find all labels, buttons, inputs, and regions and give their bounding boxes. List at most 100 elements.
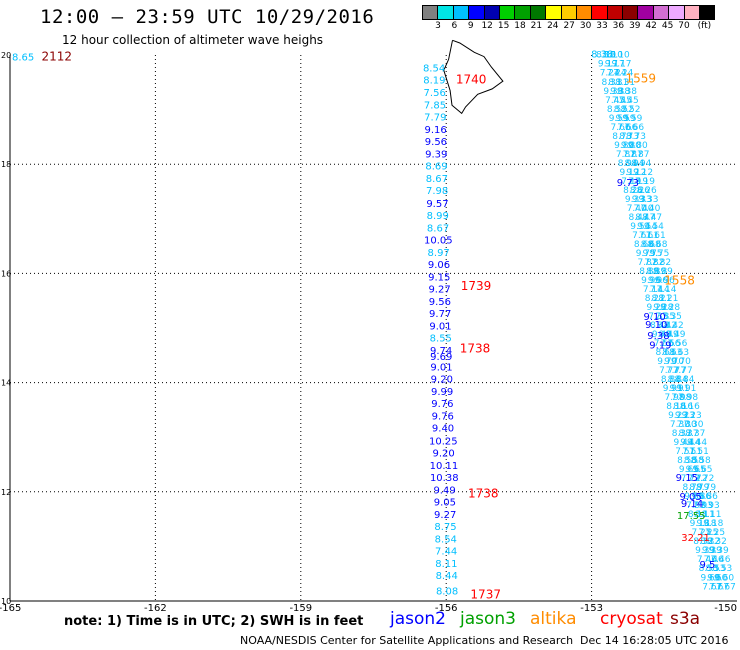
swh-track-digit: 9.23 xyxy=(668,411,688,421)
swh-track-digit: 9.59 xyxy=(622,114,642,124)
track-time-label: 1738 xyxy=(468,486,499,500)
swh-track-digit: 7.87 xyxy=(623,150,643,160)
swh-track-digit: 7.98 xyxy=(678,393,698,403)
swh-track-digit: 8.68 xyxy=(634,240,654,250)
swh-track-digit: 8.52 xyxy=(607,105,627,115)
swh-value-label: 17.55 xyxy=(677,511,706,522)
swh-track-digit: 9.75 xyxy=(649,249,669,259)
color-swatch xyxy=(699,5,716,20)
legend-jason3: jason3 xyxy=(460,609,516,629)
swh-value-label: 8.44 xyxy=(436,571,458,582)
swh-track-digit: 8.58 xyxy=(677,456,697,466)
y-tick-label: 12 xyxy=(1,488,11,497)
color-scale-label: 33 xyxy=(596,21,608,31)
swh-value-label: 7.44 xyxy=(435,547,457,558)
swh-track-digit: 7.77 xyxy=(666,366,686,376)
swh-value-label: 9.15 xyxy=(428,272,450,283)
swh-track-digit: 7.51 xyxy=(682,447,702,457)
swh-track-digit: 7.40 xyxy=(640,204,660,214)
swh-track-digit: 9.59 xyxy=(615,114,635,124)
swh-value-label: 8.54 xyxy=(435,535,457,546)
swh-track-digit: 7.56 xyxy=(667,339,687,349)
credit-organization: NOAA/NESDIS Center for Satellite Applica… xyxy=(240,634,574,647)
swh-track-digit: 7.19 xyxy=(628,177,648,187)
swh-track-digit: 9.96 xyxy=(655,276,675,286)
swh-value-label: 9.05 xyxy=(434,497,456,508)
swh-value-label: 9.73 xyxy=(617,178,639,189)
swh-track-digit: 9.60 xyxy=(707,573,727,583)
swh-track-digit: 8.63 xyxy=(655,348,675,358)
swh-track-digit: 8.16 xyxy=(666,402,686,412)
track-time-label: 1740 xyxy=(456,72,487,86)
y-tick-label: 16 xyxy=(1,269,11,278)
swh-track-digit: 7.61 xyxy=(646,231,666,241)
x-tick-label: -159 xyxy=(289,603,312,614)
swh-value-label: 8.55 xyxy=(430,334,452,345)
swh-value-label: 9.56 xyxy=(429,297,451,308)
legend-jason2: jason2 xyxy=(390,609,446,629)
swh-track-digit: 8.79 xyxy=(682,483,702,493)
x-tick-label: -165 xyxy=(0,603,21,614)
swh-track-digit: 7.45 xyxy=(612,96,632,106)
swh-track-digit: 8.79 xyxy=(689,483,709,493)
swh-track-digit: 9.70 xyxy=(664,357,684,367)
swh-track-digit: 8.73 xyxy=(619,132,639,142)
swh-track-digit: 7.24 xyxy=(613,69,633,79)
swh-track-digit: 7.46 xyxy=(697,555,717,565)
swh-track-digit: 9.80 xyxy=(628,141,648,151)
swh-track-digit: 7.19 xyxy=(621,177,641,187)
swh-track-digit: 7.98 xyxy=(664,393,684,403)
swh-track-digit: 8.26 xyxy=(637,186,657,196)
swh-value-label: 9.38 xyxy=(647,331,669,342)
swh-track-digit: 9.39 xyxy=(709,546,729,556)
swh-track-digit: 7.46 xyxy=(704,555,724,565)
swh-track-digit: 7.67 xyxy=(709,582,729,592)
swh-track-digit: 7.77 xyxy=(673,366,693,376)
swh-track-digit: 7.66 xyxy=(611,123,631,133)
swh-track-digit: 9.23 xyxy=(682,411,702,421)
track-time-label: 1739 xyxy=(461,279,492,293)
swh-value-label: 8.67 xyxy=(426,174,448,185)
swh-track-digit: 9.70 xyxy=(657,357,677,367)
swh-track-digit: 7.35 xyxy=(655,312,675,322)
swh-track-digit: 7.40 xyxy=(633,204,653,214)
swh-value-label: 8.11 xyxy=(435,559,457,570)
swh-track-digit: 7.93 xyxy=(686,501,706,511)
swh-value-label: 8.97 xyxy=(428,248,450,259)
swh-track-digit: 8.58 xyxy=(684,456,704,466)
swh-track-digit: 9.18 xyxy=(696,519,716,529)
swh-track-digit: 8.53 xyxy=(712,564,732,574)
swh-track-digit: 9.75 xyxy=(636,249,656,259)
swh-track-digit: 8.68 xyxy=(647,240,667,250)
swh-track-digit: 9.23 xyxy=(675,411,695,421)
swh-track-digit: 7.30 xyxy=(670,420,690,430)
color-scale-label: 15 xyxy=(497,21,510,31)
color-scale-label: 6 xyxy=(451,21,458,31)
swh-track-digit: 8.84 xyxy=(674,375,694,385)
swh-track-digit: 9.12 xyxy=(620,168,640,178)
swh-track-digit: 8.10 xyxy=(596,51,616,61)
swh-track-digit: 9.91 xyxy=(676,384,696,394)
color-scale-label: 9 xyxy=(467,21,474,31)
swh-track-digit: 9.86 xyxy=(698,492,718,502)
y-tick-label: 18 xyxy=(1,160,11,169)
track-time-label: 1737 xyxy=(470,587,501,601)
swh-track-digit: 9.39 xyxy=(695,546,715,556)
swh-track-digit: 9.33 xyxy=(638,195,658,205)
swh-track-digit: 7.56 xyxy=(654,339,674,349)
color-scale-labels: 3 6 9 12 15 18 21 24 27 30 33 36 39 42 45 70 (ft) xyxy=(422,21,740,35)
swh-track-digit: 9.49 xyxy=(665,330,685,340)
swh-value-label: 9.01 xyxy=(430,363,452,374)
track-time-label: 1738 xyxy=(460,342,491,356)
swh-track-digit: 7.93 xyxy=(693,501,713,511)
swh-track-digit: 8.42 xyxy=(657,321,677,331)
swh-track-digit: 8.16 xyxy=(680,402,700,412)
swh-track-digit: 8.11 xyxy=(688,510,708,520)
swh-track-digit: 7.66 xyxy=(624,123,644,133)
swh-track-digit: 8.68 xyxy=(641,240,661,250)
swh-track-digit: 9.17 xyxy=(611,60,631,70)
swh-track-digit: 8.31 xyxy=(615,78,635,88)
y-tick-label: 10 xyxy=(1,597,11,606)
swh-track-digit: 8.94 xyxy=(631,159,651,169)
swh-value-label: 9.10 xyxy=(643,312,665,323)
